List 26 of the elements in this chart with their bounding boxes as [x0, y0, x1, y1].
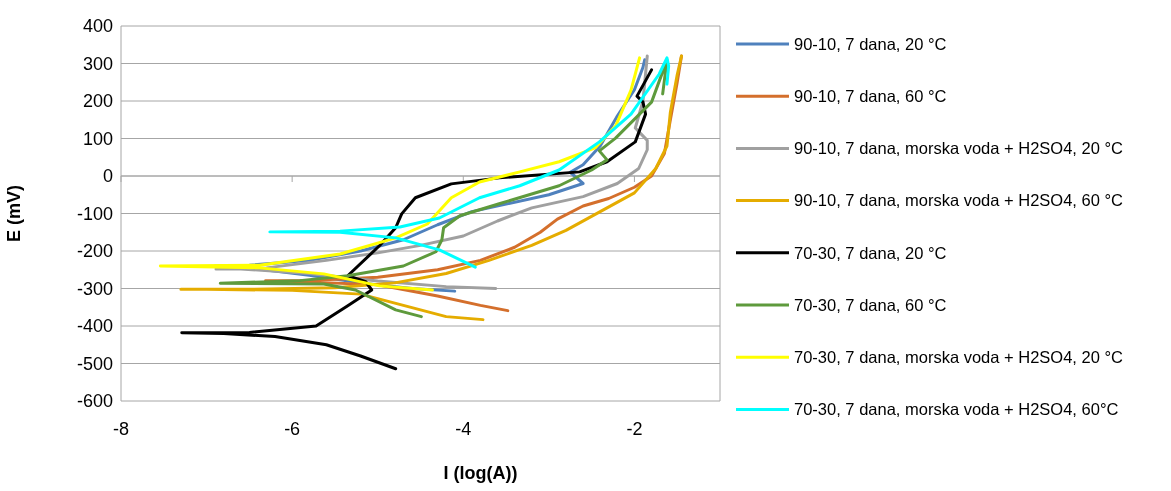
x-tick-label: -4 [455, 419, 472, 439]
y-tick-label: -100 [76, 203, 113, 224]
y-tick-label: -200 [76, 241, 113, 262]
y-tick-label: 0 [102, 166, 113, 187]
legend-label: 90-10, 7 dana, morska voda + H2SO4, 20 °C [794, 139, 1124, 158]
y-tick-label: -400 [76, 316, 113, 337]
legend-label: 90-10, 7 dana, 60 °C [794, 86, 947, 105]
y-tick-label: -300 [76, 278, 113, 299]
y-tick-label: 200 [82, 91, 113, 112]
y-tick-label: 100 [82, 128, 113, 149]
y-tick-label: -500 [76, 353, 113, 374]
y-tick-label: 400 [82, 16, 113, 37]
y-tick-label: -600 [76, 391, 113, 412]
legend-label: 70-30, 7 dana, morska voda + H2SO4, 60°C [794, 400, 1119, 419]
legend-label: 90-10, 7 dana, 20 °C [794, 34, 947, 53]
line-series [268, 56, 671, 269]
legend-label: 70-30, 7 dana, 20 °C [794, 243, 947, 262]
x-axis-title: I (log(A)) [443, 463, 518, 483]
legend-label: 90-10, 7 dana, morska voda + H2SO4, 60 °C [794, 191, 1124, 210]
x-tick-label: -2 [626, 419, 643, 439]
x-tick-label: -6 [284, 419, 301, 439]
legend-label: 70-30, 7 dana, morska voda + H2SO4, 20 °C [794, 347, 1124, 366]
y-axis-title: E (mV) [4, 184, 24, 243]
y-tick-label: 300 [82, 53, 113, 74]
x-tick-label: -8 [112, 419, 130, 439]
legend-label: 70-30, 7 dana, 60 °C [794, 295, 947, 314]
